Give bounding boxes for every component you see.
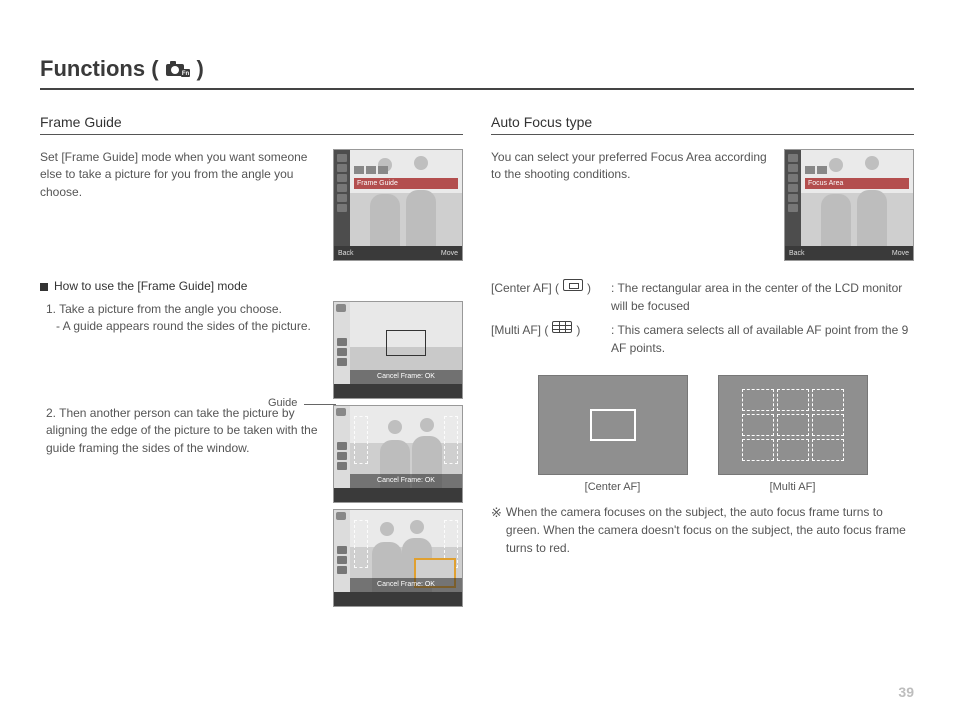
frame-guide-section: Frame Guide Set [Frame Guide] mode when … (40, 114, 463, 613)
step1-text: 1. Take a picture from the angle you cho… (40, 301, 323, 336)
step2-screenshot-a: Cancel Frame: OK (333, 405, 463, 503)
af-definitions: [Center AF] () : The rectangular area in… (491, 279, 914, 357)
title-suffix: ) (197, 56, 204, 82)
frame-guide-heading: Frame Guide (40, 114, 463, 135)
howto-heading: How to use the [Frame Guide] mode (40, 279, 463, 293)
frame-guide-intro: Set [Frame Guide] mode when you want som… (40, 149, 321, 201)
footer-back: Back (338, 250, 354, 257)
menu-label-focus-area: Focus Area (805, 178, 909, 189)
note-marker-icon: ※ (491, 503, 502, 557)
auto-focus-heading: Auto Focus type (491, 114, 914, 135)
focus-frame-icon (386, 330, 426, 356)
cancel-frame-label: Cancel Frame: OK (350, 474, 462, 488)
multi-af-term: [Multi AF] () (491, 321, 611, 357)
center-af-icon (563, 279, 583, 291)
multi-af-def: : This camera selects all of available A… (611, 321, 914, 357)
bullet-icon (40, 283, 48, 291)
footer-back: Back (789, 250, 805, 257)
multi-af-grid (742, 389, 844, 461)
footer-move: Move (441, 250, 458, 257)
af-note: ※ When the camera focuses on the subject… (491, 503, 914, 557)
step2-text: 2. Then another person can take the pict… (40, 405, 323, 457)
step2-screenshot-b: Cancel Frame: OK (333, 509, 463, 607)
footer-move: Move (892, 250, 909, 257)
center-af-def: : The rectangular area in the center of … (611, 279, 914, 315)
cancel-frame-label: Cancel Frame: OK (350, 370, 462, 384)
cancel-frame-label: Cancel Frame: OK (350, 578, 462, 592)
center-af-term: [Center AF] () (491, 279, 611, 315)
center-af-frame (590, 409, 636, 441)
svg-text:Fn: Fn (181, 71, 189, 77)
title-prefix: Functions ( (40, 56, 159, 82)
camera-fn-icon: Fn (165, 60, 191, 78)
auto-focus-section: Auto Focus type You can select your pref… (491, 114, 914, 613)
multi-af-caption: [Multi AF] (718, 481, 868, 493)
center-af-demo: [Center AF] (538, 375, 688, 493)
multi-af-icon (552, 321, 572, 333)
menu-label-frame-guide: Frame Guide (354, 178, 458, 189)
step1-screenshot: Cancel Frame: OK (333, 301, 463, 399)
center-af-caption: [Center AF] (538, 481, 688, 493)
auto-focus-intro: You can select your preferred Focus Area… (491, 149, 772, 184)
multi-af-demo: [Multi AF] (718, 375, 868, 493)
focus-area-menu-screenshot: Focus Area Back Move (784, 149, 914, 261)
af-note-text: When the camera focuses on the subject, … (506, 503, 914, 557)
page-number: 39 (898, 684, 914, 700)
frame-guide-menu-screenshot: Frame Guide Back Move (333, 149, 463, 261)
page-title: Functions ( Fn ) (40, 56, 914, 90)
